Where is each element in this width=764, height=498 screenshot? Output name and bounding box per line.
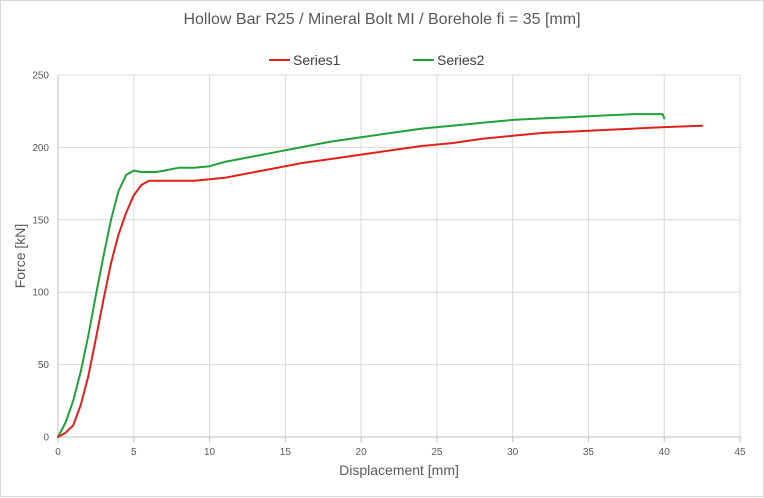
series-lines — [57, 113, 704, 438]
x-tick-label: 10 — [204, 447, 216, 458]
axes: 0 50 100 150 200 250 0 5 10 15 20 25 30 35 40 45 — [32, 71, 746, 459]
y-tick-label: 100 — [32, 288, 49, 299]
x-tick-label: 45 — [734, 447, 746, 458]
x-tick-label: 15 — [280, 447, 292, 458]
x-tick-label: 20 — [356, 447, 368, 458]
x-tick-label: 5 — [131, 447, 137, 458]
y-tick-label: 0 — [43, 433, 49, 444]
y-tick-label: 250 — [32, 71, 49, 82]
x-tick-label: 30 — [507, 447, 519, 458]
legend-label: Series1 — [293, 52, 341, 68]
x-tick-label: 0 — [55, 447, 61, 458]
x-tick-label: 25 — [431, 447, 443, 458]
legend: Series1 Series2 — [269, 52, 485, 68]
y-axis-title: Force [kN] — [12, 224, 28, 289]
x-axis-title: Displacement [mm] — [339, 462, 459, 478]
series-line-series1 — [57, 124, 704, 438]
legend-label: Series2 — [437, 52, 485, 68]
x-tick-label: 35 — [583, 447, 595, 458]
chart-title: Hollow Bar R25 / Mineral Bolt MI / Boreh… — [183, 11, 580, 28]
y-tick-label: 150 — [32, 215, 49, 226]
x-tick-label: 40 — [659, 447, 671, 458]
series-line-series2 — [57, 113, 666, 438]
y-tick-label: 200 — [32, 143, 49, 154]
y-tick-label: 50 — [38, 360, 50, 371]
